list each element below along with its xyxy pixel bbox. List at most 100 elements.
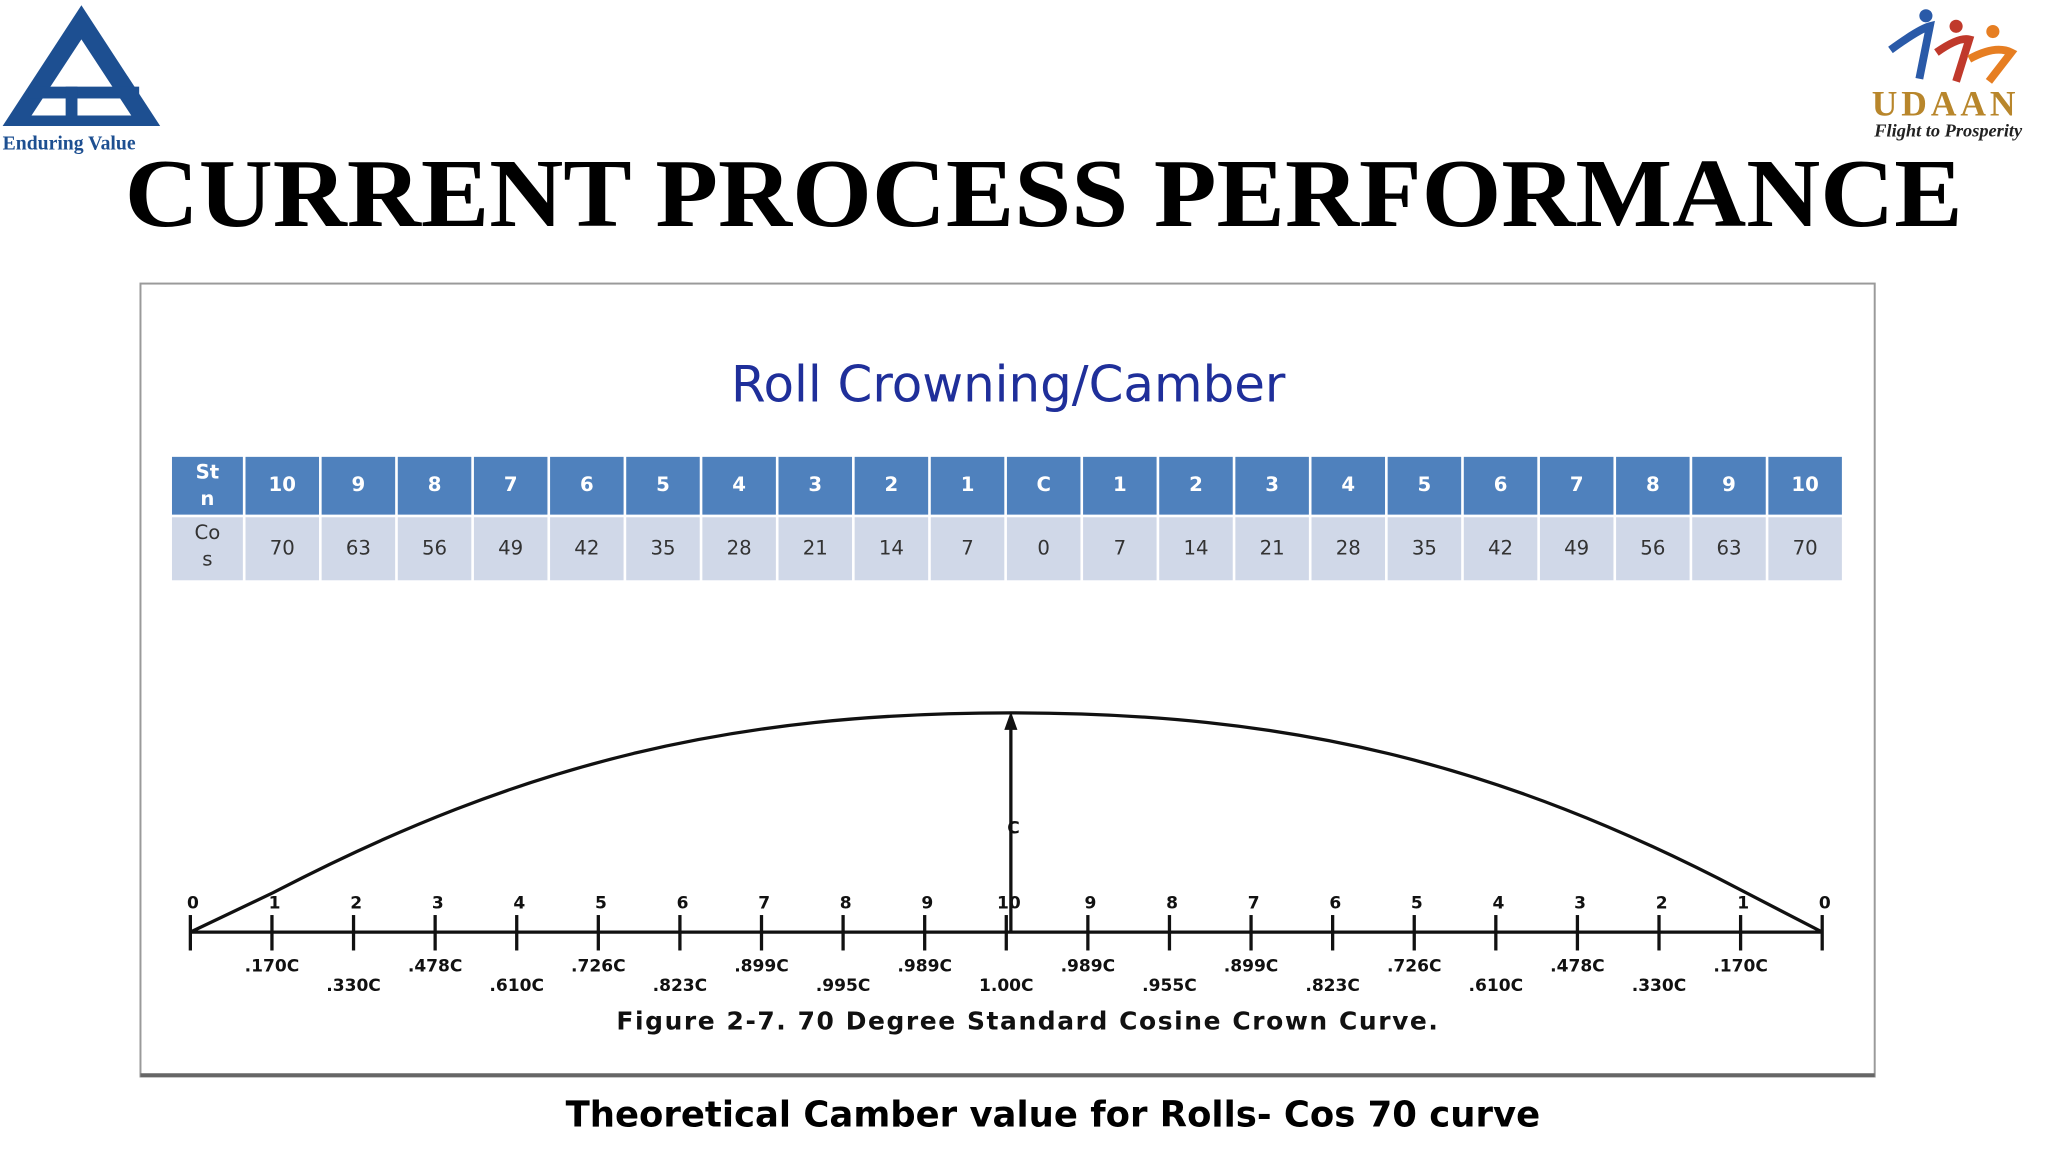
- table-cell-text: 10: [1791, 473, 1818, 496]
- figure-caption: Figure 2-7. 70 Degree Standard Cosine Cr…: [616, 1006, 1439, 1035]
- station-label: 9: [921, 893, 933, 913]
- table-cell-text: 9: [1722, 473, 1736, 496]
- table-cell: [626, 456, 700, 515]
- station-label: 9: [1085, 893, 1097, 913]
- station-label: 0: [1819, 893, 1831, 913]
- table-cell: [702, 517, 776, 581]
- station-label: 3: [432, 893, 444, 913]
- table-cell-text: 14: [879, 536, 904, 559]
- table-cell-text: 5: [1418, 473, 1432, 496]
- label-part: s: [202, 547, 212, 570]
- table-cell: [1006, 456, 1081, 515]
- table-cell: [1692, 517, 1766, 581]
- slide-title: CURRENT PROCESS PERFORMANCE: [125, 140, 1963, 248]
- camber-label: .330C: [1632, 976, 1687, 996]
- slide-caption: Theoretical Camber value for Rolls- Cos …: [566, 1094, 1541, 1135]
- logo-figure: [1919, 9, 1933, 23]
- logo-name: UDAAN: [1872, 84, 2020, 124]
- station-label: 0: [187, 893, 199, 913]
- station-label: 5: [595, 893, 607, 913]
- camber-label: .726C: [1387, 956, 1442, 976]
- table-cell-text: 8: [1646, 473, 1660, 496]
- station-label: 8: [840, 893, 852, 913]
- table-cell-text: C: [1036, 473, 1050, 496]
- table-row-label: St n: [196, 460, 220, 509]
- table-cell: [1463, 517, 1538, 581]
- table-cell: [473, 517, 548, 581]
- station-label: 3: [1574, 893, 1586, 913]
- table-cell-text: 10: [269, 473, 296, 496]
- station-label: 7: [758, 893, 770, 913]
- logo-tagline: Enduring Value: [3, 133, 136, 155]
- table-cell: [1463, 456, 1538, 515]
- table-cell: [321, 456, 396, 515]
- table-cell-text: 56: [422, 536, 447, 559]
- station-label: 1: [1737, 893, 1749, 913]
- camber-label: .989C: [1061, 956, 1116, 976]
- camber-label: 1.00C: [979, 976, 1034, 996]
- station-label: 8: [1166, 893, 1178, 913]
- table-cell: [1387, 517, 1462, 581]
- table-cell-text: 8: [428, 473, 442, 496]
- itc-logo: Enduring Value: [2, 5, 161, 155]
- table-cell: [550, 517, 624, 581]
- table-cell-text: 70: [1793, 536, 1818, 559]
- station-label: 10: [997, 893, 1021, 913]
- table-cell-text: 63: [1716, 536, 1741, 559]
- table-cell-text: 1: [1113, 473, 1127, 496]
- table-cell: [854, 456, 929, 515]
- table-cell-text: 14: [1183, 536, 1208, 559]
- station-label: 6: [677, 893, 689, 913]
- table-cell: [171, 456, 243, 515]
- table-cell: [1006, 517, 1081, 581]
- table-cell: [930, 456, 1005, 515]
- table-cell: [171, 517, 243, 581]
- camber-label: .478C: [1550, 956, 1605, 976]
- camber-label: .823C: [1305, 976, 1360, 996]
- camber-label: .170C: [1713, 956, 1768, 976]
- station-label: 6: [1329, 893, 1341, 913]
- station-label: 4: [513, 893, 525, 913]
- table-cell-text: 3: [1265, 473, 1279, 496]
- table-cell-text: 42: [1488, 536, 1513, 559]
- table-cell-text: 49: [1564, 536, 1589, 559]
- table-cell: [1235, 456, 1309, 515]
- arrow-head: [1004, 711, 1018, 730]
- table-cell: [1311, 456, 1386, 515]
- table-cell-text: 28: [727, 536, 752, 559]
- table-cell: [1159, 456, 1233, 515]
- table-cell-text: 2: [885, 473, 899, 496]
- camber-label: .478C: [408, 956, 463, 976]
- table-cell-text: 35: [650, 536, 675, 559]
- table-cell-text: 6: [580, 473, 594, 496]
- logo-figure: [1967, 45, 2018, 84]
- station-label: 2: [1656, 893, 1668, 913]
- table-cell: [1616, 517, 1690, 581]
- table-cell-text: 1: [961, 473, 975, 496]
- table-cell: [1539, 517, 1614, 581]
- table-cell-text: 63: [346, 536, 371, 559]
- table-cell: [1311, 517, 1386, 581]
- table-cell: [1768, 456, 1842, 515]
- station-label: 7: [1248, 893, 1260, 913]
- table-cell: [1235, 517, 1309, 581]
- camber-label: .330C: [326, 976, 381, 996]
- table-cell-text: 7: [504, 473, 518, 496]
- table-cell: [245, 517, 320, 581]
- camber-label: .610C: [489, 976, 544, 996]
- table-cell: [778, 517, 853, 581]
- table-cell: [626, 517, 700, 581]
- center-label: C: [1007, 818, 1020, 838]
- table-cell: [1083, 517, 1157, 581]
- table-cell-text: 49: [498, 536, 523, 559]
- logo-figure: [1949, 19, 1963, 33]
- logo-stem: [65, 86, 78, 119]
- table-cell: [778, 456, 853, 515]
- table-cell-text: 42: [574, 536, 599, 559]
- label-part: n: [200, 486, 214, 509]
- table-cell-text: 28: [1336, 536, 1361, 559]
- label-part: St: [196, 460, 220, 483]
- station-label: 5: [1411, 893, 1423, 913]
